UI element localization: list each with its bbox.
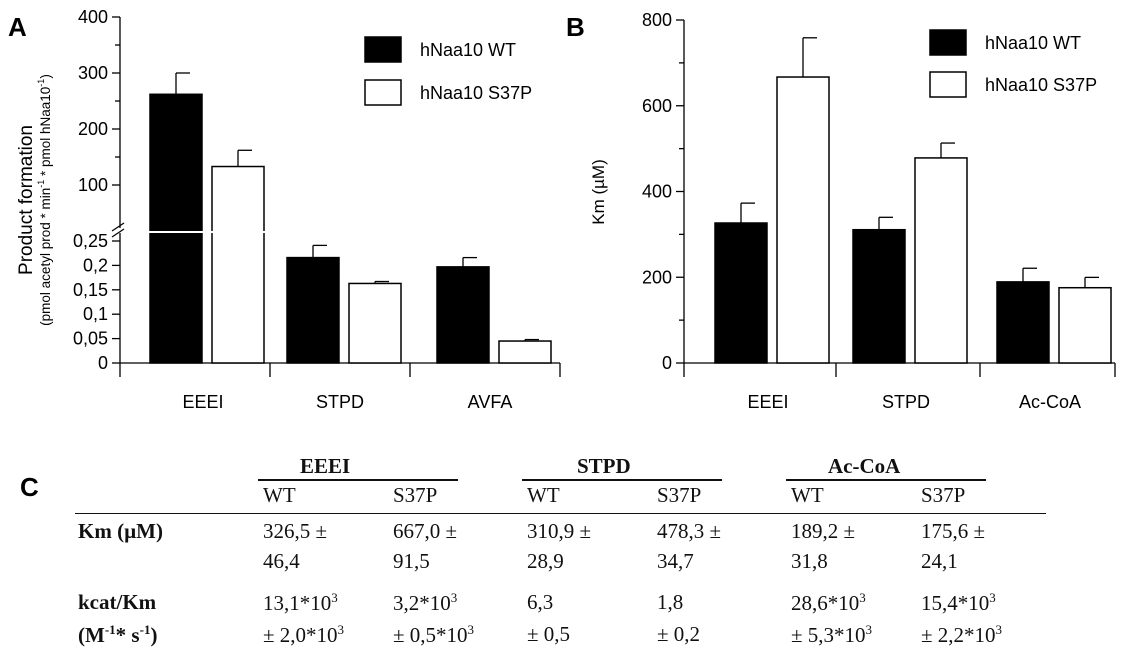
table-subheader: WT xyxy=(527,483,560,507)
table-header-rule xyxy=(75,513,1046,515)
chart-a-bar xyxy=(286,256,340,364)
panel-letter-b: B xyxy=(566,12,585,42)
table-cell: 478,3 ± xyxy=(657,519,722,543)
table-row-label-kcat: kcat/Km xyxy=(78,590,157,614)
chart-b-y-tick-label: 800 xyxy=(642,10,672,30)
chart-a-y-tick-label: 400 xyxy=(78,7,108,27)
table-subheader: WT xyxy=(791,483,824,507)
table-cell: 28,9 xyxy=(527,549,564,573)
chart-a-y-tick-label: 0 xyxy=(98,353,108,373)
chart-a-bar xyxy=(149,93,203,364)
chart-a-tick-labels: 100 200 300 400 0 0,05 0,1 0,15 0,2 0,25 EEEI STPD A… xyxy=(73,7,512,412)
table-cell: ± 2,0*103 xyxy=(263,622,345,647)
table-cell: 13,1*103 xyxy=(263,590,338,615)
chart-a-y-tick-label: 0,1 xyxy=(83,304,108,324)
chart-a-ylabel-line2: (pmol acetyl prod * min-1 * pmol hNaa10-… xyxy=(36,74,53,326)
legend-a-wt-label: hNaa10 WT xyxy=(420,40,516,60)
table-cell: 1,8 xyxy=(657,590,684,614)
table-row-label-kcat-units: (M-1* s-1) xyxy=(78,622,158,647)
legend-b-s37p-label: hNaa10 S37P xyxy=(985,75,1097,95)
chart-b-y-tick-label: 600 xyxy=(642,96,672,116)
chart-a-x-tick-label: EEEI xyxy=(182,392,223,412)
chart-b-legend: hNaa10 WT hNaa10 S37P xyxy=(929,29,1097,98)
table-cell: 310,9 ± xyxy=(527,519,592,543)
table-cell: 15,4*103 xyxy=(921,590,996,615)
chart-b-x-tick-label: Ac-CoA xyxy=(1019,392,1081,412)
table-cell: 28,6*103 xyxy=(791,590,866,615)
chart-b-x-tick-label: STPD xyxy=(882,392,930,412)
chart-a-y-tick-label: 0,25 xyxy=(73,231,108,251)
table-cell: 189,2 ± xyxy=(791,519,856,543)
table-cell: 46,4 xyxy=(263,549,300,573)
table-row-label-km: Km (µM) xyxy=(78,519,163,543)
chart-b-bar xyxy=(914,157,968,364)
chart-a-ylabel-line1: Product formation xyxy=(16,125,37,275)
panel-letter-a: A xyxy=(8,12,27,42)
table-cell: ± 0,2 xyxy=(657,622,701,646)
chart-a-bars xyxy=(126,72,552,364)
table-group-underline xyxy=(522,479,722,481)
chart-a-axis-break-mark xyxy=(111,222,125,238)
chart-b-tick-labels: 0 200 400 600 800 EEEI STPD Ac-CoA xyxy=(642,10,1081,412)
legend-b-wt-label: hNaa10 WT xyxy=(985,33,1081,53)
chart-a-y-tick-label: 200 xyxy=(78,119,108,139)
legend-b-s37p-swatch xyxy=(929,71,967,98)
chart-b-y-tick-label: 0 xyxy=(662,353,672,373)
table-subheader: WT xyxy=(263,483,296,507)
chart-b-y-tick-label: 200 xyxy=(642,267,672,287)
table-group-underline xyxy=(786,479,986,481)
chart-a-y-tick-label: 0,15 xyxy=(73,280,108,300)
table-cell: 667,0 ± xyxy=(393,519,458,543)
chart-a: Product formation (pmol acetyl prod * mi… xyxy=(16,7,561,412)
chart-b-ylabel: Km (µM) xyxy=(589,159,608,225)
chart-a-axes xyxy=(111,16,561,377)
legend-a-s37p-label: hNaa10 S37P xyxy=(420,83,532,103)
chart-a-y-tick-label: 0,2 xyxy=(83,255,108,275)
chart-a-x-tick-label: AVFA xyxy=(468,392,513,412)
table-group-eeei: EEEI xyxy=(300,454,351,478)
table-cell: ± 5,3*103 xyxy=(791,622,873,647)
chart-a-y-tick-label: 0,05 xyxy=(73,329,108,349)
legend-a-s37p-swatch xyxy=(364,79,402,106)
chart-a-bar xyxy=(348,282,402,364)
legend-a-wt-swatch xyxy=(364,36,402,63)
table-cell: 31,8 xyxy=(791,549,828,573)
table-group-accoa: Ac-CoA xyxy=(828,454,901,478)
table-cell: 3,2*103 xyxy=(393,590,458,615)
chart-b-bar xyxy=(996,281,1050,364)
table-cell: 34,7 xyxy=(657,549,694,573)
table-cell: ± 0,5 xyxy=(527,622,571,646)
chart-a-y-tick-label: 100 xyxy=(78,175,108,195)
legend-b-wt-swatch xyxy=(929,29,967,56)
table-subheader: S37P xyxy=(657,483,702,507)
panel-letter-c: C xyxy=(20,472,39,502)
table-cell: 175,6 ± xyxy=(921,519,986,543)
table-cell: 24,1 xyxy=(921,549,958,573)
chart-a-break-gap xyxy=(126,231,276,233)
table-cell: 6,3 xyxy=(527,590,554,614)
table-cell: 326,5 ± xyxy=(263,519,328,543)
chart-a-x-tick-label: STPD xyxy=(316,392,364,412)
chart-b: Km (µM) 0 200 400 600 800 EEEI STPD Ac-CoA hNaa… xyxy=(589,10,1116,412)
table-cell: 91,5 xyxy=(393,549,430,573)
chart-b-x-tick-label: EEEI xyxy=(747,392,788,412)
table-cell: ± 2,2*103 xyxy=(921,622,1003,647)
chart-a-legend: hNaa10 WT hNaa10 S37P xyxy=(364,36,532,106)
table-subheader: S37P xyxy=(393,483,438,507)
chart-b-bar xyxy=(714,222,768,364)
chart-b-y-tick-label: 400 xyxy=(642,182,672,202)
table-cell: ± 0,5*103 xyxy=(393,622,475,647)
chart-a-y-tick-label: 300 xyxy=(78,63,108,83)
table-group-stpd: STPD xyxy=(577,454,631,478)
table-subheader: S37P xyxy=(921,483,966,507)
chart-b-bars xyxy=(714,37,1112,364)
chart-a-bar xyxy=(211,165,265,364)
table-group-underline xyxy=(258,479,458,481)
